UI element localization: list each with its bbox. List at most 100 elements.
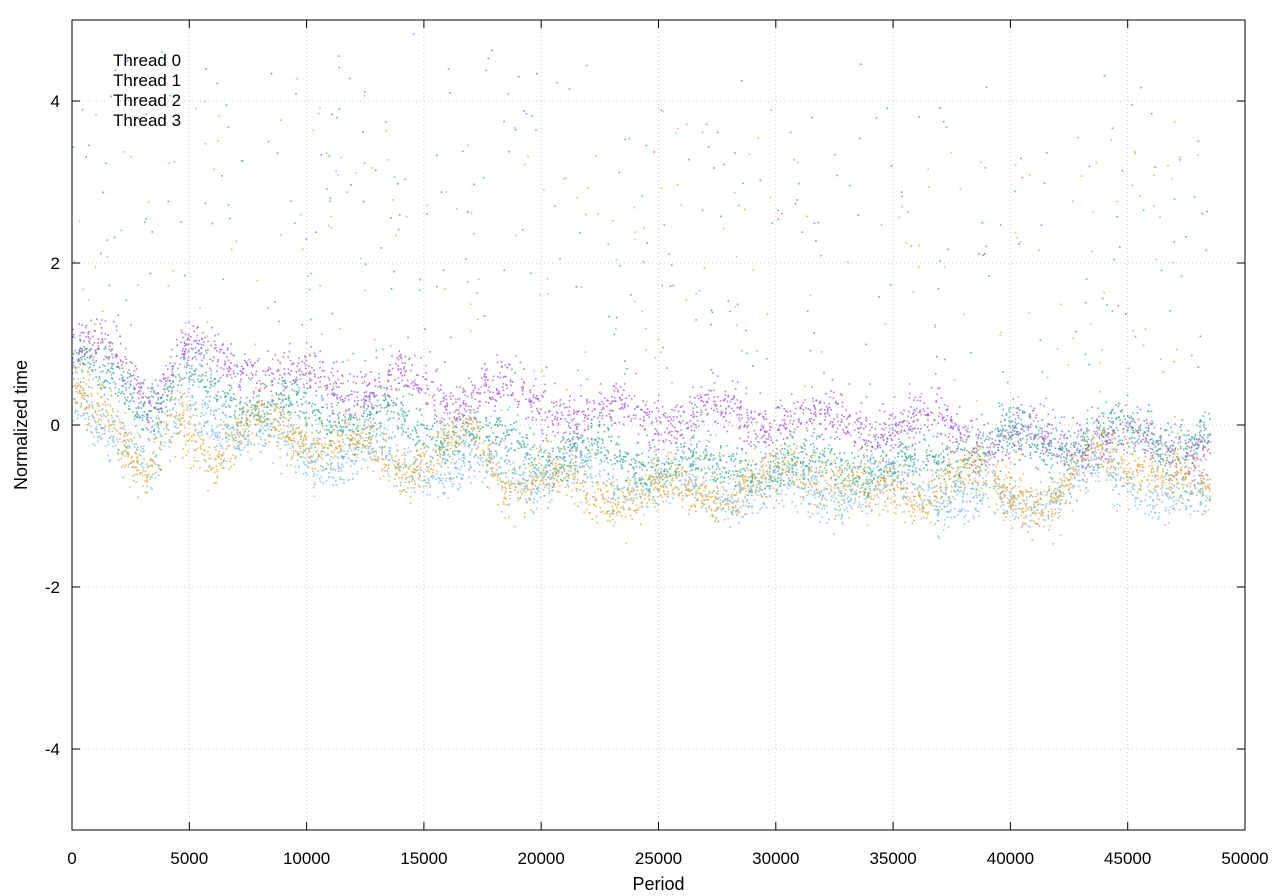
data-point — [1167, 422, 1169, 424]
data-point — [472, 389, 475, 392]
data-point — [133, 387, 135, 390]
data-point — [295, 378, 297, 381]
data-point — [342, 414, 345, 416]
data-point — [297, 362, 300, 365]
data-point — [700, 396, 702, 398]
data-point — [581, 440, 584, 442]
data-point — [829, 463, 832, 466]
data-point — [260, 383, 262, 385]
data-point — [877, 442, 879, 445]
data-point — [508, 150, 510, 153]
data-point — [374, 169, 377, 172]
data-point — [443, 437, 445, 440]
data-point — [403, 368, 405, 370]
data-point — [336, 394, 338, 396]
data-point — [393, 402, 395, 404]
data-point — [757, 490, 760, 493]
data-point — [894, 434, 896, 437]
data-point — [1205, 249, 1208, 252]
data-point — [763, 493, 766, 495]
data-point — [532, 446, 534, 448]
data-point — [1123, 435, 1126, 438]
data-point — [443, 397, 445, 400]
data-point — [806, 429, 809, 432]
data-point — [765, 418, 768, 420]
data-point — [284, 398, 287, 400]
data-point — [655, 502, 657, 505]
data-point — [441, 446, 444, 449]
data-point — [712, 372, 714, 374]
data-point — [657, 432, 659, 435]
data-point — [1020, 449, 1023, 451]
data-point — [606, 427, 609, 429]
data-point — [1059, 445, 1062, 448]
data-point — [342, 382, 345, 385]
data-point — [501, 424, 503, 426]
data-point — [711, 311, 714, 314]
data-point — [1175, 474, 1177, 476]
data-point — [107, 334, 109, 337]
data-point — [1133, 437, 1136, 440]
data-point — [367, 384, 369, 386]
data-point — [868, 472, 870, 474]
data-point — [834, 402, 837, 404]
data-point — [371, 391, 373, 394]
data-point — [225, 406, 227, 408]
data-point — [516, 400, 519, 403]
data-point — [443, 453, 446, 456]
data-point — [1085, 301, 1087, 304]
data-point — [1114, 432, 1116, 434]
data-point — [266, 406, 269, 409]
data-point — [1008, 443, 1011, 445]
data-point — [1112, 420, 1114, 423]
data-point — [115, 329, 118, 332]
data-point — [217, 333, 220, 336]
data-point — [162, 393, 164, 396]
data-point — [677, 410, 680, 413]
data-point — [183, 274, 186, 277]
data-point — [387, 379, 389, 382]
data-point — [1145, 419, 1148, 421]
data-point — [140, 407, 143, 409]
data-point — [878, 409, 881, 412]
data-point — [768, 433, 770, 435]
data-point — [141, 414, 144, 416]
data-point — [530, 406, 533, 408]
data-point — [1056, 462, 1059, 464]
data-point — [619, 460, 622, 462]
data-point — [610, 463, 613, 466]
data-point — [725, 411, 727, 414]
data-point — [145, 427, 148, 429]
data-point — [138, 402, 141, 405]
data-point — [575, 447, 577, 449]
data-point — [400, 407, 403, 410]
data-point — [764, 453, 767, 455]
data-point — [504, 460, 506, 462]
data-point — [908, 428, 910, 431]
data-point — [290, 411, 292, 414]
data-point — [628, 415, 630, 417]
data-point — [1072, 417, 1074, 419]
data-point — [700, 413, 702, 416]
data-point — [426, 384, 428, 387]
data-point — [90, 355, 92, 358]
data-point — [233, 354, 235, 357]
data-point — [445, 398, 448, 401]
data-point — [720, 215, 722, 218]
data-point — [920, 392, 923, 395]
data-point — [706, 401, 708, 404]
data-point — [77, 360, 79, 363]
data-point — [779, 479, 782, 482]
data-point — [366, 385, 368, 387]
data-point — [927, 414, 929, 417]
data-point — [1043, 430, 1046, 433]
data-point — [313, 352, 316, 354]
data-point — [947, 453, 949, 456]
data-point — [840, 495, 843, 497]
data-point — [865, 441, 867, 444]
data-point — [878, 469, 880, 471]
data-point — [104, 386, 106, 389]
data-point — [925, 413, 927, 416]
data-point — [1131, 441, 1133, 443]
data-point — [538, 450, 540, 453]
